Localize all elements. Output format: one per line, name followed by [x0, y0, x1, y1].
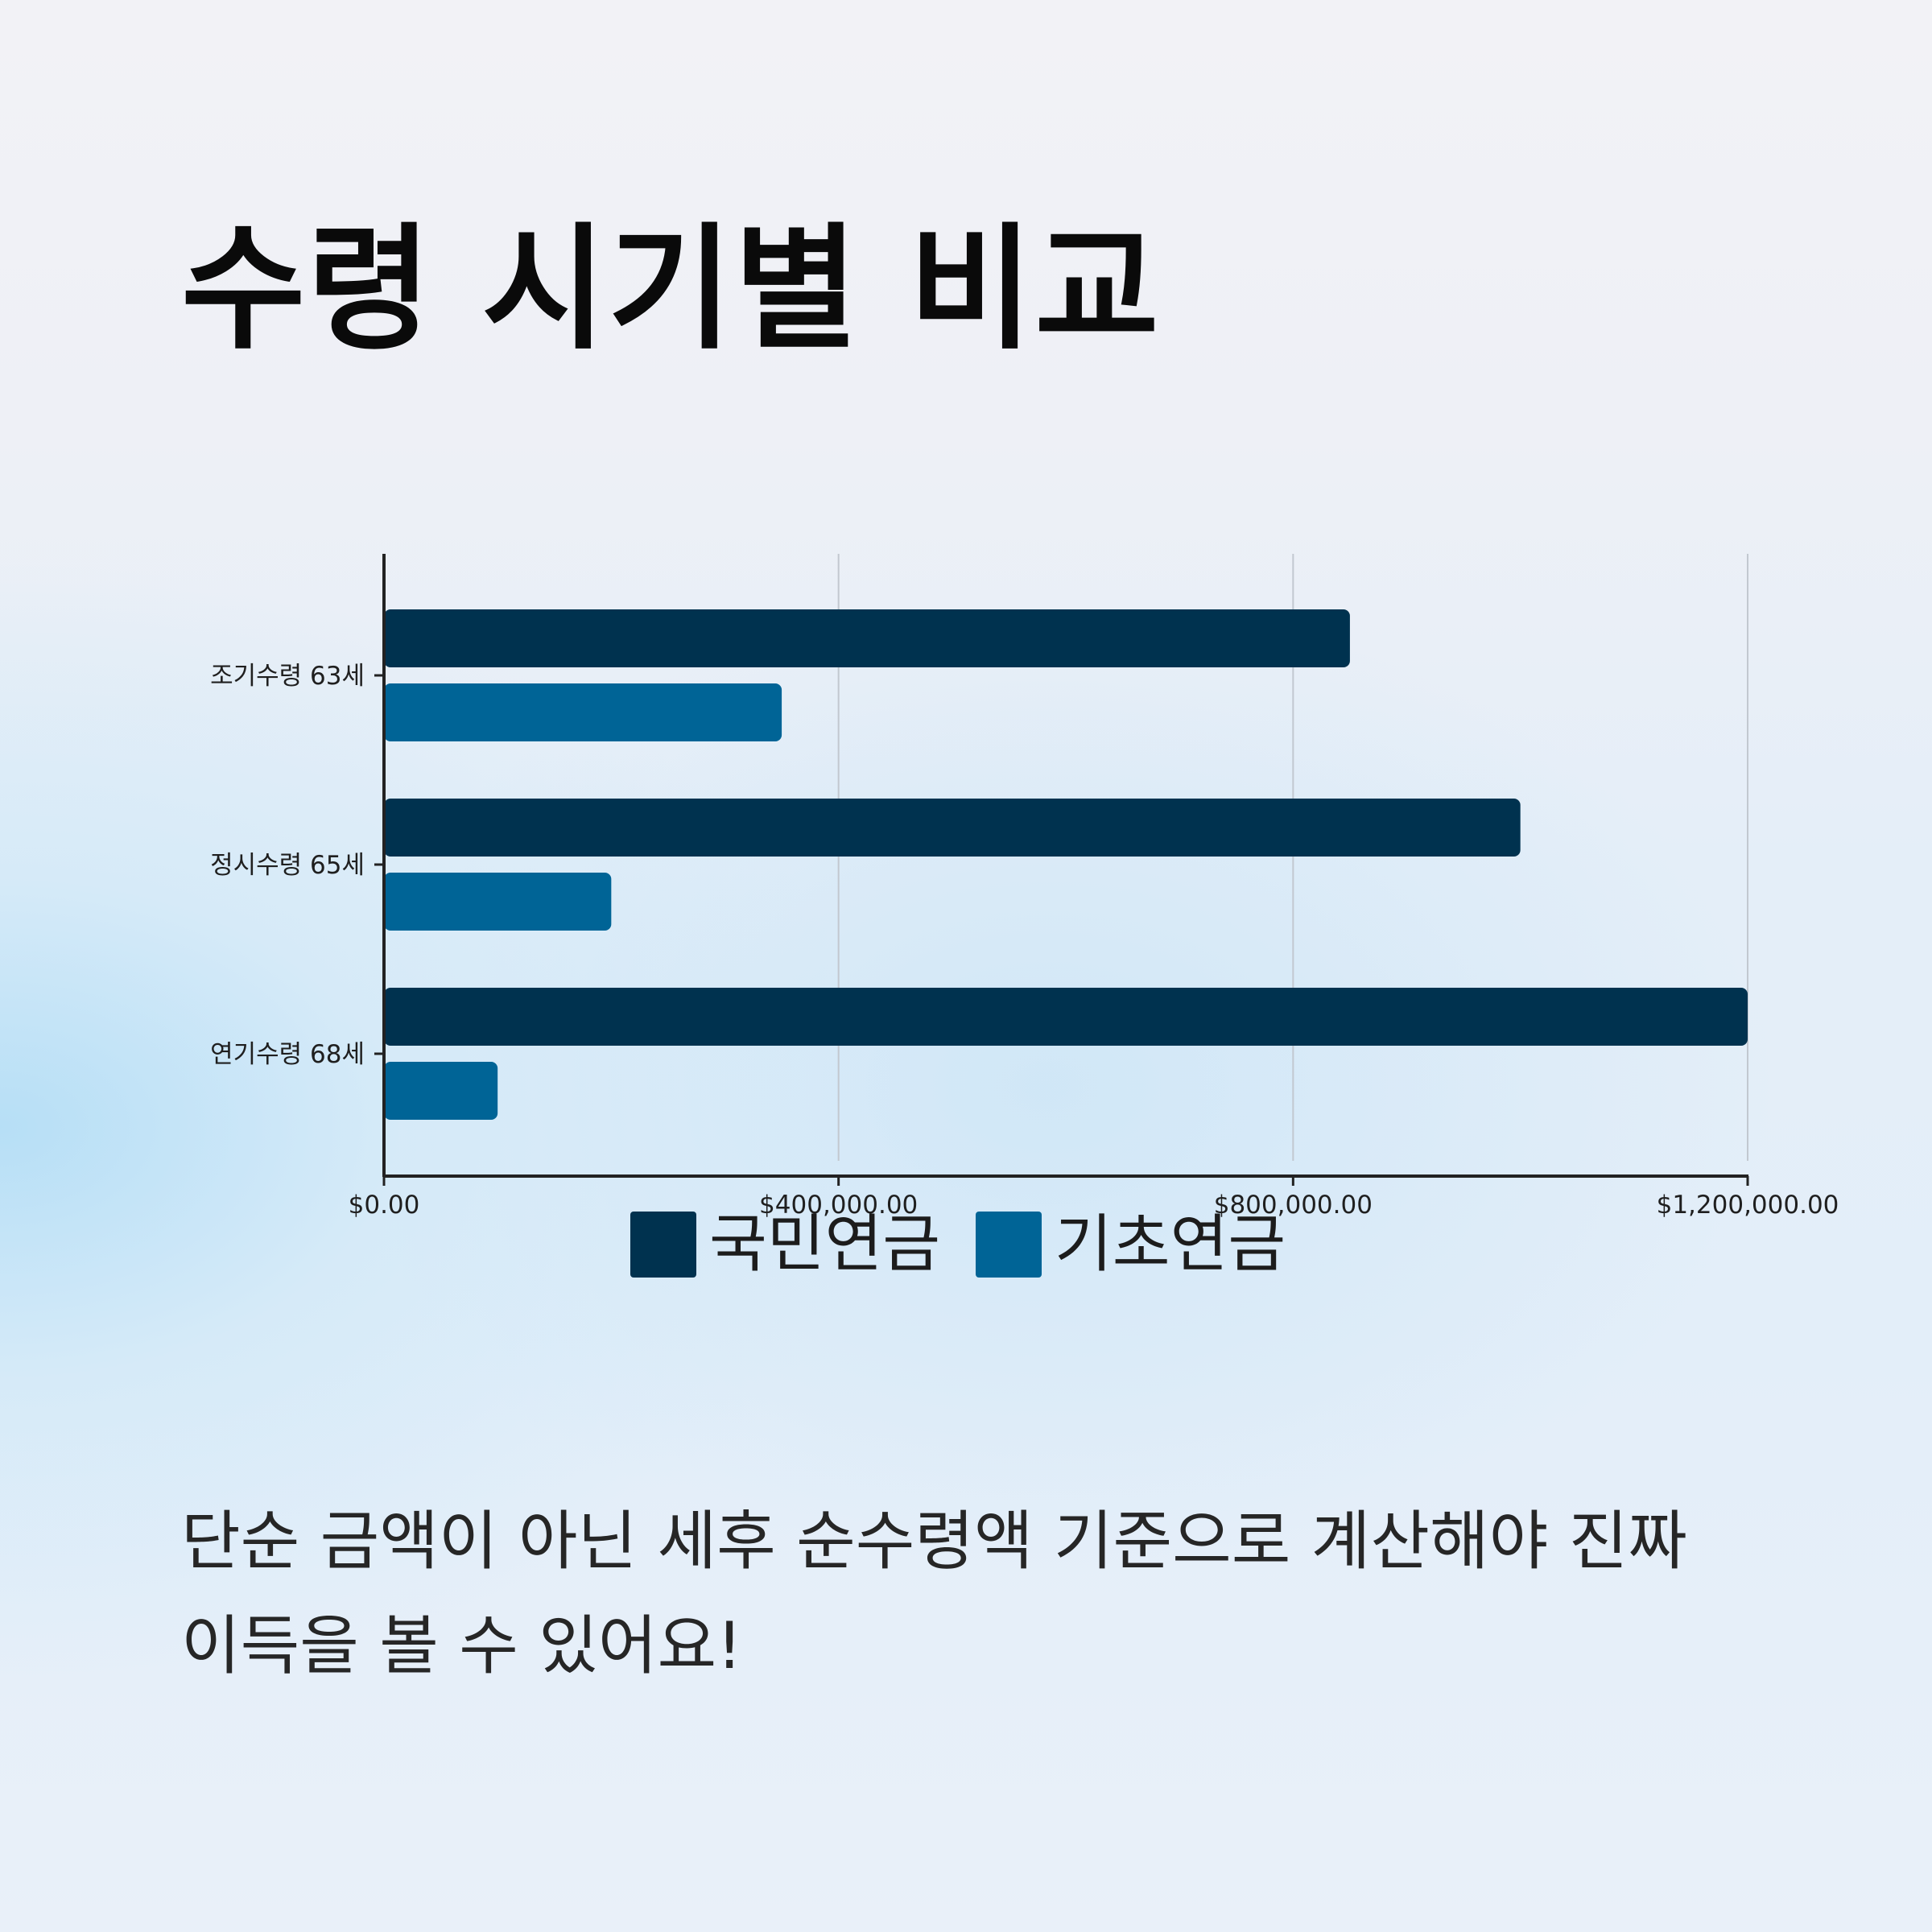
legend-swatch-national-pension — [630, 1212, 696, 1278]
axes — [374, 554, 1749, 1186]
x-tick-label-1: $400,000.00 — [759, 1191, 918, 1220]
y-tick-label-0: 조기수령 63세 — [210, 662, 365, 691]
bars — [384, 609, 1748, 1120]
legend-label-national-pension: 국민연금 — [709, 1208, 941, 1281]
bar-series-0-cat-0 — [384, 609, 1350, 667]
y-tick-label-1: 정시수령 65세 — [210, 851, 365, 880]
x-tick-label-3: $1,200,000.00 — [1657, 1191, 1839, 1220]
x-tick-label-2: $800,000.00 — [1214, 1191, 1373, 1220]
legend-swatch-basic-pension — [976, 1212, 1042, 1278]
y-tick-label-2: 연기수령 68세 — [210, 1040, 365, 1069]
bar-series-1-cat-1 — [384, 873, 612, 931]
bar-series-1-cat-2 — [384, 1062, 498, 1120]
legend-item-national-pension: 국민연금 — [630, 1212, 940, 1278]
bar-series-0-cat-1 — [384, 799, 1521, 857]
legend-item-basic-pension: 기초연금 — [976, 1212, 1286, 1278]
bar-series-1-cat-0 — [384, 683, 782, 741]
legend-label-basic-pension: 기초연금 — [1055, 1208, 1286, 1281]
bar-series-0-cat-2 — [384, 988, 1748, 1046]
caption-line-1: 단순 금액이 아닌 세후 순수령액 기준으로 계산해야 진짜 — [181, 1504, 1687, 1579]
x-tick-label-0: $0.00 — [349, 1191, 420, 1220]
chart-legend: 국민연금 기초연금 — [630, 1208, 1321, 1282]
caption-text: 단순 금액이 아닌 세후 순수령액 기준으로 계산해야 진짜 이득을 볼 수 있… — [181, 1489, 1791, 1699]
page-title: 수령 시기별 비교 — [181, 210, 1161, 368]
caption-line-2: 이득을 볼 수 있어요! — [181, 1608, 743, 1683]
